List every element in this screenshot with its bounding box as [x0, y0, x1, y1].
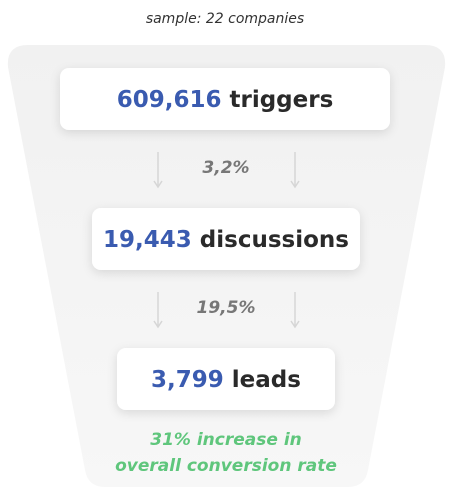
conversion-rate: 19,5% [197, 298, 256, 318]
stage-card [60, 68, 390, 130]
stage-text: 19,443 discussions [103, 227, 349, 253]
stage-value: 19,443 [103, 227, 192, 253]
conversion-rate: 3,2% [202, 158, 249, 178]
stage-label: discussions [200, 227, 349, 253]
arrows [153, 152, 300, 329]
note-line: overall conversion rate [115, 456, 337, 476]
stage-card [92, 208, 360, 270]
note-line: 31% increase in [150, 430, 302, 450]
stage-text: 609,616 triggers [117, 87, 334, 113]
stage-text: 3,799 leads [151, 367, 301, 393]
stage-value: 3,799 [151, 367, 224, 393]
subtitle: sample: 22 companies [146, 11, 304, 27]
stage-label: triggers [230, 87, 334, 113]
stage-label: leads [232, 367, 301, 393]
stage-value: 609,616 [117, 87, 222, 113]
stage-card [117, 348, 335, 410]
